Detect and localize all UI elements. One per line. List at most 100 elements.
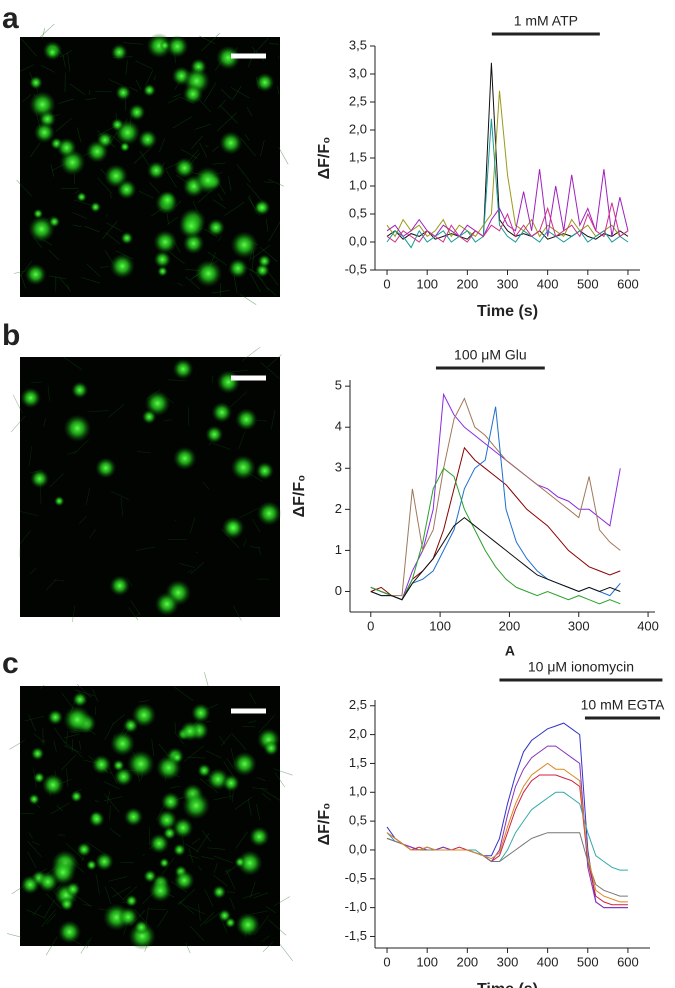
cell: [153, 230, 178, 254]
process: [120, 497, 123, 516]
trace: [370, 467, 621, 605]
process: [242, 539, 247, 547]
cell: [110, 118, 124, 132]
process: [109, 805, 111, 821]
process: [266, 287, 277, 296]
x-tick-label: 200: [499, 618, 521, 633]
process: [71, 739, 74, 753]
process: [105, 222, 123, 232]
process: [76, 683, 92, 698]
annotation: 100 μM Glu: [454, 347, 527, 363]
cell: [158, 190, 177, 209]
process: [159, 138, 165, 153]
process: [78, 516, 87, 525]
process: [204, 913, 219, 925]
x-tick-label: 400: [637, 618, 659, 633]
process: [92, 688, 99, 702]
process: [167, 97, 180, 104]
process: [112, 886, 131, 898]
process: [172, 116, 193, 129]
process: [179, 563, 195, 568]
process: [203, 82, 217, 103]
cell: [159, 40, 170, 51]
process: [20, 511, 39, 516]
process: [104, 886, 112, 904]
trace: [370, 516, 621, 601]
cell: [115, 84, 132, 101]
process: [184, 843, 199, 852]
cell: [235, 912, 261, 938]
process: [50, 802, 70, 815]
process: [49, 473, 64, 488]
process: [217, 99, 226, 109]
cell: [59, 897, 74, 912]
cell: [109, 253, 135, 279]
y-tick-label: -1,0: [345, 899, 367, 914]
cell: [41, 773, 65, 797]
x-tick-label: 300: [497, 276, 519, 291]
process: [266, 218, 269, 232]
process: [94, 800, 99, 803]
cell: [255, 72, 275, 93]
process: [66, 768, 69, 787]
panel-label: a: [2, 2, 19, 35]
process: [149, 181, 160, 194]
process: [63, 740, 84, 758]
process: [29, 142, 41, 158]
process: [166, 213, 169, 224]
trace: [386, 832, 628, 897]
y-tick-label: 1,5: [349, 755, 367, 770]
cell: [104, 164, 128, 188]
process: [108, 79, 123, 87]
process: [126, 577, 133, 587]
y-tick-label: -1,5: [345, 928, 367, 943]
y-axis-label: ΔF/F₀: [291, 475, 308, 518]
process: [256, 420, 268, 422]
process: [72, 605, 76, 623]
cell: [91, 754, 112, 775]
cell: [86, 859, 97, 871]
process: [12, 394, 23, 414]
process: [31, 841, 40, 845]
process: [103, 781, 120, 790]
y-tick-label: 1,0: [349, 784, 367, 799]
cell: [72, 691, 88, 708]
cell: [46, 46, 59, 59]
cell: [65, 881, 81, 897]
process: [27, 851, 37, 869]
cell: [173, 870, 195, 891]
process: [212, 145, 220, 152]
process: [64, 745, 81, 753]
process: [207, 251, 227, 266]
process: [251, 787, 268, 790]
y-tick-label: 0,0: [349, 841, 367, 856]
process: [112, 714, 125, 725]
cell: [125, 894, 138, 908]
process: [54, 727, 68, 747]
process: [169, 251, 185, 265]
cell: [218, 909, 232, 923]
process: [109, 828, 121, 838]
process: [274, 896, 291, 906]
process: [138, 700, 149, 703]
process: [201, 33, 220, 52]
process: [9, 739, 25, 750]
process: [27, 840, 42, 858]
process: [173, 93, 182, 98]
process: [138, 190, 154, 199]
process: [242, 346, 261, 361]
process: [211, 442, 232, 450]
process: [50, 164, 55, 177]
process: [33, 733, 46, 744]
process: [207, 847, 226, 850]
y-tick-label: 3,0: [349, 65, 367, 80]
cell: [230, 454, 256, 480]
process: [10, 415, 26, 433]
process: [63, 733, 80, 739]
cell: [194, 166, 222, 194]
process: [189, 516, 196, 534]
process: [269, 43, 279, 45]
process: [40, 739, 47, 742]
process: [105, 232, 121, 245]
